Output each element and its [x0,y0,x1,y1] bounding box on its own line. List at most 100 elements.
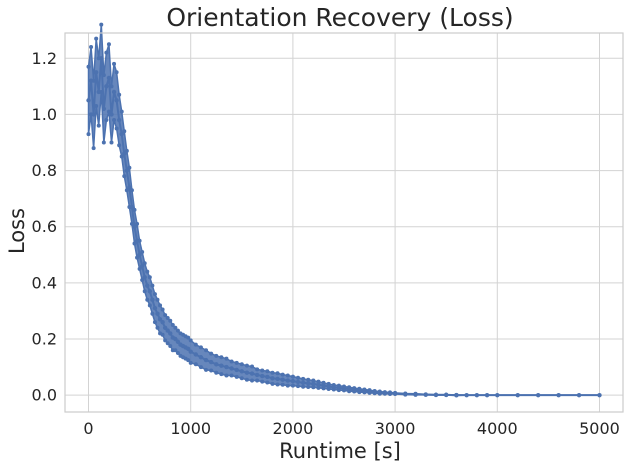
data-point [99,56,104,61]
data-point-upper [135,221,140,226]
data-point-upper [311,378,316,383]
data-point-lower [140,278,145,283]
data-point [114,98,119,103]
data-point-upper [147,275,152,280]
data-point-lower [112,118,117,123]
chart-title: Orientation Recovery (Loss) [166,3,513,32]
data-point [484,392,490,398]
data-point-lower [165,341,170,346]
data-point-lower [94,103,99,108]
data-point [122,151,127,156]
data-point-lower [147,303,152,308]
data-point-lower [377,391,382,396]
y-tick-label: 0.8 [32,161,57,180]
data-point-upper [234,360,239,365]
data-point-upper [198,345,203,350]
data-point-lower [173,348,178,353]
data-point-lower [160,332,165,337]
data-point [203,357,209,363]
data-point-upper [316,379,321,384]
data-point-lower [393,392,398,397]
data-point-lower [204,367,209,372]
data-point [208,359,214,365]
x-axis-label: Runtime [s] [279,439,401,463]
data-point-upper [101,73,106,78]
data-point-lower [387,392,392,397]
data-point-upper [86,64,91,69]
data-point [290,378,296,384]
data-point [229,366,234,371]
data-point-lower [101,140,106,145]
data-point-lower [423,392,428,397]
data-point [139,263,145,269]
data-point-upper [296,375,301,380]
data-point-upper [352,386,357,391]
data-point-lower [321,386,326,391]
y-tick-label: 1.0 [32,105,57,124]
data-point-lower [96,123,101,128]
data-point-upper [290,374,295,379]
data-point [300,380,306,386]
data-point-lower [114,126,119,131]
y-tick-label: 0.0 [32,386,57,405]
data-point [244,370,250,375]
data-point-lower [132,241,137,246]
y-tick-label: 0.6 [32,217,57,236]
data-point [295,379,301,385]
data-point [306,381,311,386]
data-point-lower [214,370,219,375]
data-point [124,168,130,173]
data-point-upper [114,70,119,75]
data-point-upper [99,22,104,27]
y-tick-label: 1.2 [32,49,57,68]
data-point-upper [188,338,193,343]
data-point [265,374,270,380]
data-point-lower [168,344,173,349]
data-point [93,70,99,75]
data-point-lower [135,255,140,260]
x-tick-labels: 0 1000 2000 3000 4000 5000 [83,419,619,438]
data-point-lower [403,392,408,397]
data-point-upper [89,45,94,50]
data-point [311,381,316,387]
data-point-lower [352,389,357,394]
data-point-lower [270,381,275,386]
data-point-upper [367,388,372,393]
data-point [193,352,199,357]
data-point-lower [234,374,239,379]
data-point-lower [224,373,229,378]
data-point-lower [285,383,290,388]
x-tick-label: 4000 [477,419,518,438]
y-axis-label: Loss [5,208,29,254]
data-point [321,383,326,388]
data-point-lower [311,385,316,390]
data-point-upper [244,363,249,368]
data-point-lower [265,380,270,385]
data-point-upper [204,348,209,353]
data-point-lower [433,393,438,398]
data-point [280,377,285,382]
data-point-upper [160,307,165,312]
data-point-lower [109,140,114,145]
data-point [147,289,153,294]
data-point [127,185,132,190]
data-point-lower [193,362,198,367]
data-point-lower [155,325,160,330]
data-point-upper [229,359,234,364]
data-point [104,84,109,89]
data-point-lower [316,385,321,390]
data-point-upper [175,328,180,333]
data-point-lower [122,174,127,179]
data-point-lower [444,393,449,398]
data-point-upper [239,362,244,367]
data-point-upper [119,109,124,114]
x-tick-label: 0 [83,419,93,438]
data-point [254,372,260,378]
data-point-lower [209,368,214,373]
data-point-lower [362,390,367,395]
data-point [101,106,107,112]
grid [65,33,623,412]
data-point-upper [152,292,157,297]
data-point [224,364,229,370]
